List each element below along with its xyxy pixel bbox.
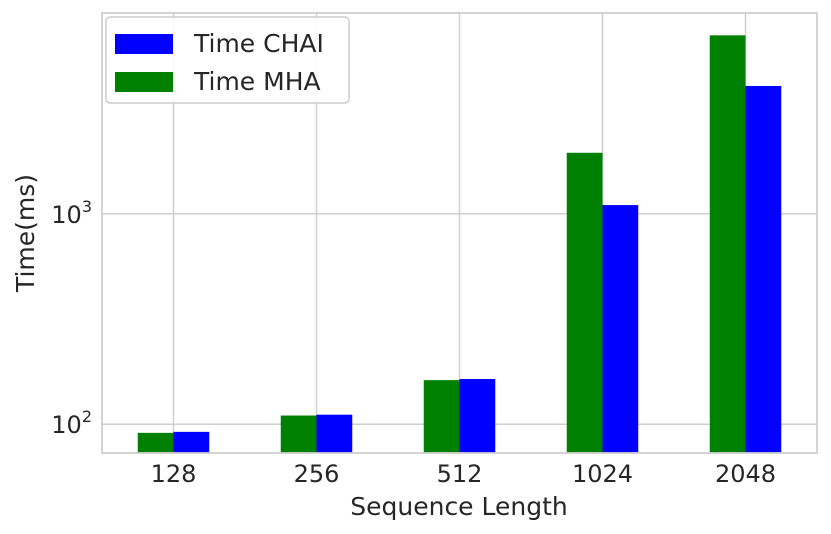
bar-time-mha-2048	[709, 35, 746, 454]
bar-time-mha-128	[137, 432, 174, 453]
legend-label: Time MHA	[193, 67, 321, 96]
bar-time-chai-256	[316, 414, 353, 453]
bars	[137, 35, 782, 454]
y-tick-label: 102	[51, 407, 92, 439]
bar-time-chai-512	[459, 379, 496, 453]
legend: Time CHAI Time MHA	[105, 16, 350, 104]
x-tick-label: 1024	[572, 460, 633, 488]
plot-frame	[101, 12, 818, 454]
x-tick-labels: 128 256 512 1024 2048	[151, 460, 776, 488]
legend-swatch	[115, 72, 173, 92]
y-axis-title: Time(ms)	[11, 174, 40, 293]
x-axis-title: Sequence Length	[350, 492, 568, 521]
x-tick-label: 512	[437, 460, 483, 488]
bar-time-chai-128	[173, 431, 210, 453]
x-tick-label: 2048	[715, 460, 776, 488]
y-tick-exponent: 2	[82, 407, 92, 426]
legend-swatch	[115, 34, 173, 54]
x-tick-label: 256	[294, 460, 340, 488]
bar-time-chai-1024	[602, 205, 639, 453]
y-tick-base: 10	[51, 411, 82, 439]
y-tick-exponent: 3	[82, 197, 92, 216]
y-tick-base: 10	[51, 201, 82, 229]
bar-time-mha-1024	[566, 152, 603, 454]
legend-label: Time CHAI	[193, 29, 324, 58]
x-tick-label: 128	[151, 460, 197, 488]
bar-time-mha-512	[423, 380, 460, 453]
y-tick-label: 103	[51, 197, 92, 229]
bar-time-mha-256	[280, 415, 317, 453]
bar-time-chai-2048	[745, 85, 782, 454]
